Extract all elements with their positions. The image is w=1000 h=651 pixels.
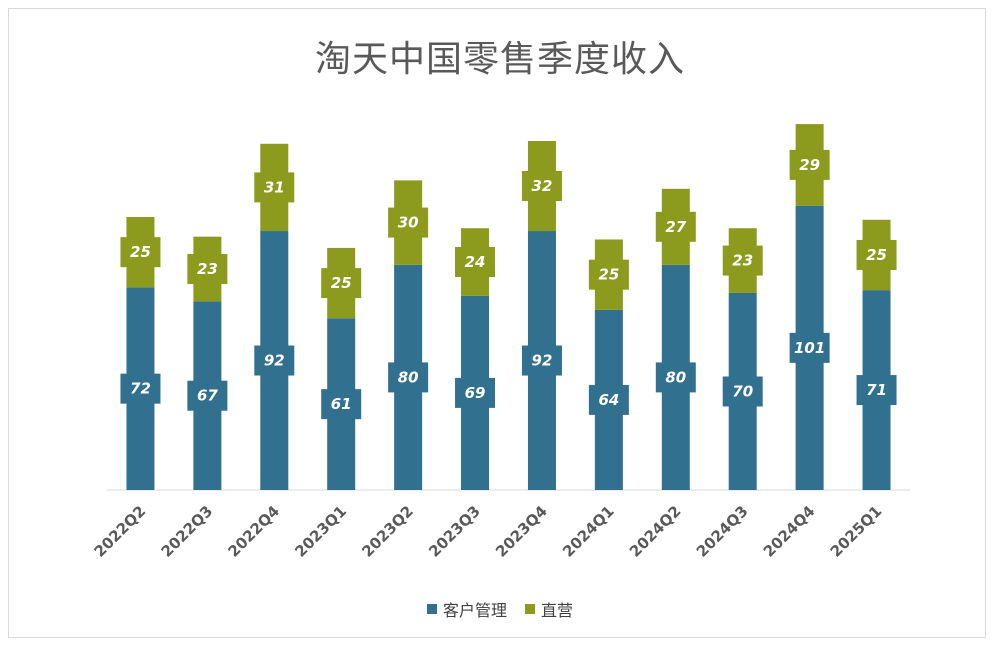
data-label-box-direct-2022Q2 — [120, 237, 161, 268]
data-label-box-customer-mgmt-2023Q1 — [321, 389, 362, 420]
x-tick-label-2024Q3: 2024Q3 — [693, 502, 752, 561]
data-label-box-customer-mgmt-2022Q4 — [254, 345, 295, 376]
data-label-direct-2024Q2: 27 — [665, 218, 686, 236]
data-label-customer-mgmt-2023Q1: 61 — [331, 395, 352, 413]
data-label-direct-2024Q3: 23 — [732, 252, 753, 270]
data-label-box-direct-2022Q4 — [254, 172, 295, 203]
data-label-direct-2023Q2: 30 — [398, 214, 419, 232]
data-label-box-direct-2024Q2 — [655, 211, 696, 242]
data-label-customer-mgmt-2024Q1: 64 — [598, 391, 619, 409]
x-tick-label-2023Q2: 2023Q2 — [358, 502, 417, 561]
data-label-direct-2023Q1: 25 — [331, 274, 352, 292]
data-label-box-direct-2023Q1 — [321, 268, 362, 299]
data-label-direct-2024Q4: 29 — [799, 156, 820, 174]
legend-item-customer-mgmt: 客户管理 — [426, 597, 507, 621]
data-label-direct-2022Q4: 31 — [264, 178, 285, 196]
x-tick-label-2025Q1: 2025Q1 — [827, 502, 886, 561]
data-label-customer-mgmt-2024Q3: 70 — [732, 382, 753, 400]
data-label-customer-mgmt-2025Q1: 71 — [866, 381, 887, 399]
data-label-box-direct-2023Q2 — [388, 207, 429, 238]
data-label-box-customer-mgmt-2024Q2 — [655, 362, 696, 393]
x-tick-label-2022Q4: 2022Q4 — [224, 502, 283, 561]
data-label-box-customer-mgmt-2024Q1 — [588, 384, 629, 415]
data-label-box-customer-mgmt-2022Q3 — [187, 380, 228, 411]
x-tick-label-2024Q2: 2024Q2 — [626, 502, 685, 561]
data-label-customer-mgmt-2023Q3: 69 — [465, 384, 486, 402]
chart-title: 淘天中国零售季度收入 — [314, 39, 685, 80]
x-tick-label-2023Q1: 2023Q1 — [291, 502, 350, 561]
data-label-customer-mgmt-2022Q2: 72 — [130, 380, 151, 398]
legend: 客户管理 直营 — [0, 597, 1000, 621]
data-label-direct-2023Q3: 24 — [465, 253, 486, 271]
data-label-direct-2023Q4: 32 — [532, 177, 553, 195]
x-tick-label-2022Q3: 2022Q3 — [158, 502, 217, 561]
data-label-box-customer-mgmt-2024Q3 — [722, 376, 763, 407]
data-label-customer-mgmt-2023Q4: 92 — [532, 352, 553, 370]
data-label-box-direct-2023Q4 — [521, 171, 562, 201]
x-tick-label-2024Q1: 2024Q1 — [559, 502, 618, 561]
data-label-customer-mgmt-2023Q2: 80 — [398, 368, 419, 386]
legend-label-direct: 直营 — [541, 601, 574, 620]
data-label-box-direct-2024Q4 — [789, 149, 830, 180]
data-label-customer-mgmt-2022Q3: 67 — [197, 387, 218, 405]
data-label-direct-2022Q2: 25 — [130, 243, 151, 261]
legend-swatch-direct — [525, 604, 535, 614]
x-tick-label-2024Q4: 2024Q4 — [760, 502, 819, 561]
x-tick-label-2023Q4: 2023Q4 — [492, 502, 551, 561]
data-label-box-customer-mgmt-2025Q1 — [856, 375, 897, 406]
data-label-box-direct-2022Q3 — [187, 254, 228, 285]
data-label-box-customer-mgmt-2023Q3 — [455, 377, 496, 408]
data-label-customer-mgmt-2024Q4: 101 — [794, 339, 825, 357]
data-label-box-customer-mgmt-2023Q2 — [388, 362, 429, 393]
data-label-box-customer-mgmt-2023Q4 — [521, 345, 562, 376]
data-label-box-customer-mgmt-2022Q2 — [120, 373, 161, 404]
legend-item-direct: 直营 — [525, 597, 573, 621]
data-label-box-direct-2025Q1 — [856, 239, 897, 270]
data-label-direct-2024Q1: 25 — [598, 266, 619, 284]
x-tick-label-2023Q3: 2023Q3 — [425, 502, 484, 561]
data-label-customer-mgmt-2024Q2: 80 — [665, 368, 686, 386]
data-label-box-customer-mgmt-2024Q4 — [789, 332, 830, 363]
data-label-direct-2025Q1: 25 — [866, 246, 887, 264]
x-tick-label-2022Q2: 2022Q2 — [91, 502, 150, 561]
data-label-customer-mgmt-2022Q4: 92 — [264, 352, 285, 370]
data-label-box-direct-2024Q3 — [722, 245, 763, 276]
data-label-box-direct-2024Q1 — [588, 259, 629, 290]
data-label-box-direct-2023Q3 — [455, 247, 496, 277]
legend-swatch-customer-mgmt — [426, 604, 437, 614]
data-label-direct-2022Q3: 23 — [197, 260, 218, 278]
legend-label-customer-mgmt: 客户管理 — [442, 601, 507, 620]
